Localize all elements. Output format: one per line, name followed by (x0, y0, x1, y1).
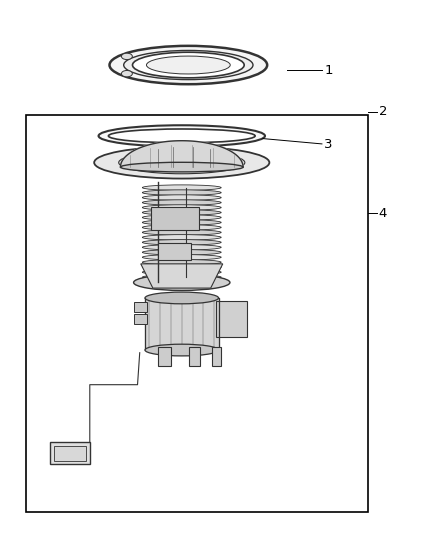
Ellipse shape (132, 52, 244, 78)
Ellipse shape (145, 344, 219, 356)
Text: 2: 2 (379, 106, 387, 118)
Ellipse shape (99, 125, 265, 147)
Ellipse shape (142, 274, 221, 280)
Ellipse shape (120, 162, 243, 172)
Ellipse shape (142, 270, 221, 275)
Polygon shape (145, 298, 219, 350)
Polygon shape (216, 301, 247, 337)
Ellipse shape (121, 70, 132, 77)
Ellipse shape (142, 249, 221, 255)
Ellipse shape (142, 200, 221, 205)
Ellipse shape (134, 274, 230, 290)
Ellipse shape (142, 210, 221, 215)
Ellipse shape (142, 230, 221, 235)
Polygon shape (134, 314, 147, 324)
Ellipse shape (94, 147, 269, 179)
Bar (54, 446, 86, 461)
Ellipse shape (142, 215, 221, 220)
Text: 3: 3 (324, 139, 332, 151)
Ellipse shape (124, 51, 253, 79)
Ellipse shape (142, 255, 221, 260)
Bar (50, 442, 90, 464)
Ellipse shape (119, 151, 245, 174)
Polygon shape (158, 348, 171, 366)
Polygon shape (189, 348, 200, 366)
Text: 4: 4 (379, 207, 387, 220)
Polygon shape (120, 141, 243, 167)
Ellipse shape (142, 190, 221, 195)
Polygon shape (158, 243, 191, 260)
Polygon shape (212, 348, 221, 366)
Ellipse shape (142, 195, 221, 200)
Polygon shape (134, 302, 147, 312)
Ellipse shape (110, 46, 267, 84)
Polygon shape (151, 207, 199, 230)
Ellipse shape (142, 245, 221, 250)
Ellipse shape (142, 185, 221, 190)
Ellipse shape (142, 220, 221, 225)
Ellipse shape (142, 260, 221, 265)
Ellipse shape (142, 225, 221, 230)
Polygon shape (141, 264, 223, 288)
Ellipse shape (142, 240, 221, 245)
Ellipse shape (142, 235, 221, 240)
Ellipse shape (121, 53, 132, 60)
Ellipse shape (146, 56, 230, 74)
Text: 1: 1 (324, 64, 332, 77)
Ellipse shape (142, 205, 221, 210)
Ellipse shape (145, 292, 219, 304)
Ellipse shape (142, 264, 221, 270)
Ellipse shape (108, 129, 255, 143)
Bar (26, 115, 368, 512)
